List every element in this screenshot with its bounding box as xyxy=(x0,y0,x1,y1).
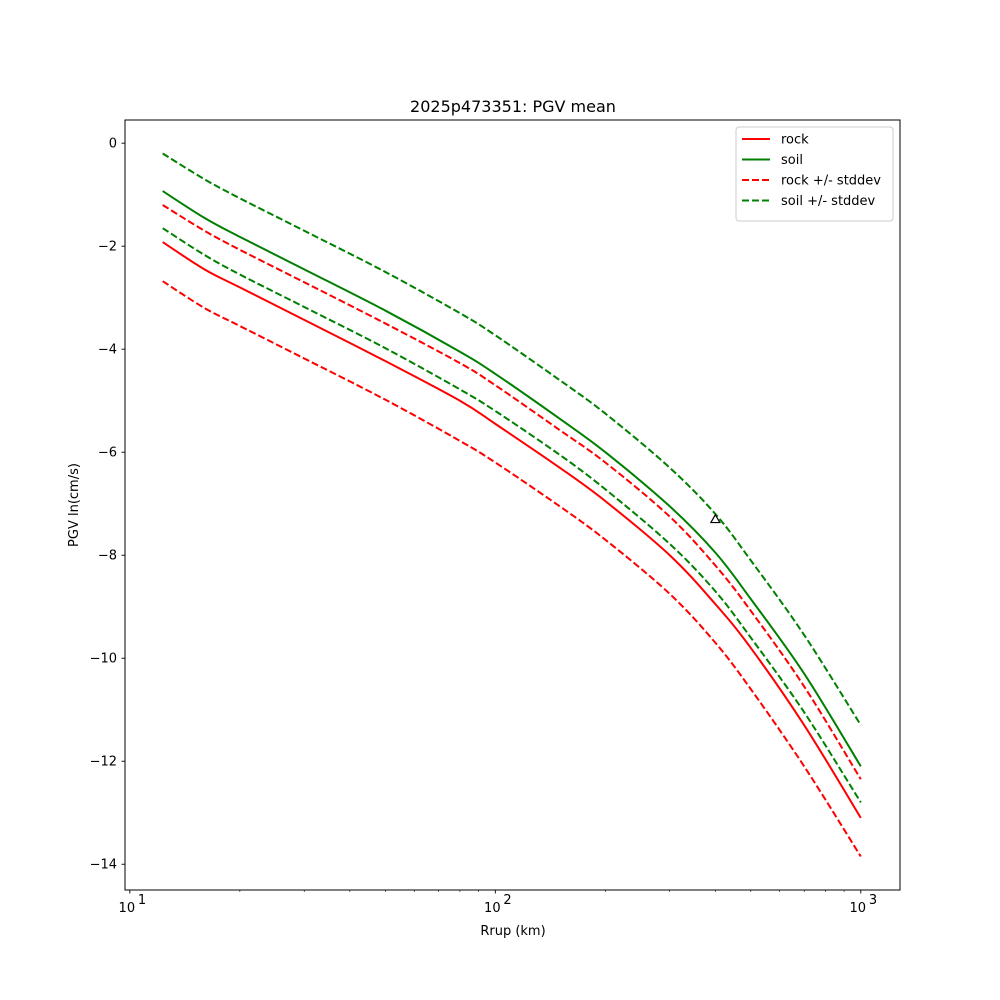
series-line-3 xyxy=(162,280,862,858)
x-tick-label-0: 10 xyxy=(119,901,136,916)
y-tick-label-4: −8 xyxy=(98,549,117,564)
legend-box xyxy=(735,126,894,222)
plot-frame xyxy=(124,119,901,891)
legend-label-0: rock xyxy=(781,133,809,148)
y-tick-label-2: −4 xyxy=(98,343,117,358)
series-line-5 xyxy=(162,227,862,803)
chart-title: 2025p473351: PGV mean xyxy=(410,97,616,116)
y-tick-label-5: −10 xyxy=(90,652,117,667)
series-layer xyxy=(162,152,862,858)
y-axis-label: PGV ln(cm/s) xyxy=(67,463,82,547)
series-line-0 xyxy=(162,241,862,819)
x-tick-exponent-2: 3 xyxy=(869,893,877,908)
y-tick-label-1: −2 xyxy=(98,240,117,255)
x-tick-label-1: 10 xyxy=(484,901,501,916)
y-tick-label-3: −6 xyxy=(98,446,117,461)
y-tick-label-7: −14 xyxy=(90,858,117,873)
observation-layer xyxy=(709,513,721,524)
x-axis-label: Rrup (km) xyxy=(480,924,545,939)
observation-marker-0 xyxy=(709,513,721,524)
series-line-2 xyxy=(162,204,862,780)
y-tick-label-0: 0 xyxy=(109,137,117,152)
legend: rock soil rock +/- stddev soil +/- stddev xyxy=(735,126,894,222)
y-tick-label-6: −12 xyxy=(90,755,117,770)
legend-label-2: rock +/- stddev xyxy=(781,174,881,189)
y-axis-ticks: 0 −2 −4 −6 −8 −10 −12 −14 xyxy=(90,137,125,873)
series-line-4 xyxy=(162,152,862,726)
x-tick-exponent-0: 1 xyxy=(138,893,146,908)
legend-label-3: soil +/- stddev xyxy=(781,194,876,209)
legend-label-1: soil xyxy=(781,153,803,168)
x-tick-exponent-1: 2 xyxy=(503,893,511,908)
x-tick-label-2: 10 xyxy=(850,901,867,916)
series-line-1 xyxy=(162,190,862,767)
